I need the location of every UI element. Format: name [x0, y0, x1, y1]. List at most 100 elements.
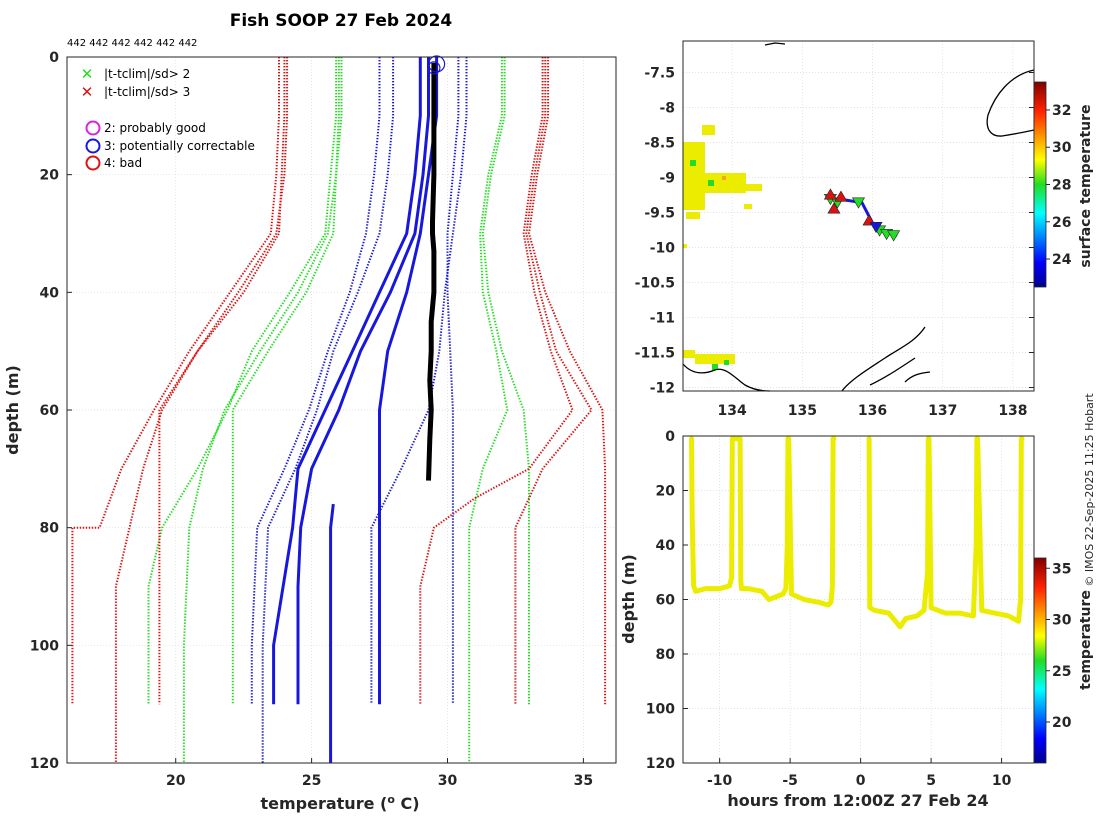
profile-series-line — [114, 57, 289, 763]
y-tick-label: 20 — [40, 168, 60, 184]
sst-patch — [698, 173, 746, 193]
y-tick-label: 80 — [656, 647, 676, 663]
map-colorbar-label: surface temperature — [1078, 104, 1094, 267]
counts-label: 442 442 442 442 442 442 — [67, 38, 197, 49]
y-tick-label: 60 — [656, 593, 676, 609]
x-tick-label: 20 — [166, 773, 186, 789]
legend-marker-circle-magenta — [85, 120, 101, 136]
sst-patch — [712, 364, 718, 370]
sst-patch — [746, 184, 762, 191]
y-tick-label: 120 — [30, 756, 59, 772]
colorbar-tick-label: 32 — [1052, 103, 1071, 119]
sst-patches — [683, 125, 762, 370]
legend-item-label: 4: bad — [104, 156, 142, 170]
legend: ✕ |t-tclim|/sd> 2 ✕ |t-tclim|/sd> 3 2: p… — [81, 65, 255, 171]
depth-series-line — [689, 436, 837, 608]
profile-series-line — [272, 57, 422, 705]
sst-patch — [683, 244, 687, 248]
map-lat-tick-label: -11.5 — [635, 346, 675, 362]
timeseries-ylabel: depth (m) — [619, 554, 638, 644]
profile-series-line — [231, 57, 340, 705]
profile-series-line — [182, 57, 343, 763]
map-colorbar — [1033, 81, 1047, 288]
profile-series-line — [147, 57, 338, 705]
y-tick-label: 60 — [40, 403, 60, 419]
sst-patch — [695, 354, 735, 364]
profile-series-line — [514, 57, 593, 705]
sst-patch — [702, 125, 715, 135]
colorbar-tick-label: 24 — [1052, 252, 1072, 268]
profile-series-line — [296, 57, 430, 705]
colorbar-tick-label: 30 — [1052, 140, 1072, 156]
track-marker — [887, 230, 901, 242]
map-lat-tick-label: -9.5 — [644, 206, 675, 222]
sst-patch — [683, 350, 695, 358]
figure-title: Fish SOOP 27 Feb 2024 — [230, 11, 453, 31]
timeseries-colorbar-label: temperature — [1078, 590, 1094, 690]
x-tick-label: 25 — [302, 773, 321, 789]
y-tick-label: 40 — [40, 285, 60, 301]
depth-series-line — [866, 436, 1025, 630]
profile-series-line — [419, 57, 574, 705]
colorbar-tick-label: 25 — [1052, 664, 1071, 680]
map-lat-tick-label: -7.5 — [644, 66, 675, 82]
colorbar-tick-label: 26 — [1052, 215, 1071, 231]
timeseries-colorbar — [1033, 557, 1047, 764]
profile-series-line — [468, 57, 509, 763]
map-lon-tick-label: 138 — [998, 403, 1027, 419]
map-lat-tick-label: -8 — [659, 101, 675, 117]
sst-patch — [690, 160, 696, 166]
x-tick-label: 30 — [438, 773, 458, 789]
track-marker — [823, 188, 837, 200]
map-lat-tick-label: -10.5 — [635, 276, 675, 292]
profile-series-line — [370, 57, 468, 705]
map-lon-tick-label: 135 — [788, 403, 817, 419]
legend-marker-x-red: ✕ — [81, 83, 94, 101]
legend-marker-circle-blue — [85, 138, 101, 154]
profile-xlabel: temperature (o C) — [260, 793, 419, 813]
x-tick-label: -10 — [707, 773, 733, 789]
timeseries-xlabel: hours from 12:00Z 27 Feb 24 — [727, 791, 988, 810]
credit-label: © IMOS 22-Sep-2025 11:25 Hobart — [1083, 393, 1096, 587]
sst-patch — [686, 212, 700, 219]
profile-series-line — [261, 57, 395, 763]
y-tick-label: 100 — [646, 702, 675, 718]
legend-marker-circle-red — [85, 155, 101, 171]
track-marker — [834, 190, 848, 202]
y-tick-label: 0 — [49, 50, 59, 66]
qc-flag-marker — [427, 61, 441, 75]
profile-series-line — [426, 62, 437, 481]
sst-patch — [724, 360, 729, 365]
profile-series-line — [329, 503, 335, 763]
colorbar-tick-label: 35 — [1052, 561, 1071, 577]
x-tick-label: 35 — [574, 773, 593, 789]
coastline-segment — [841, 326, 926, 392]
map-lon-tick-label: 136 — [858, 403, 887, 419]
y-tick-label: 20 — [656, 484, 676, 500]
map-lat-tick-label: -8.5 — [644, 136, 675, 152]
profile-series-line — [158, 57, 286, 705]
profile-series-line — [528, 57, 607, 705]
track-marker — [827, 202, 841, 214]
x-tick-label: 0 — [856, 773, 866, 789]
colorbar-tick-label: 30 — [1052, 613, 1072, 629]
map-lon-tick-label: 134 — [718, 403, 747, 419]
coastline-segment — [986, 69, 1035, 137]
map-lat-tick-label: -11 — [650, 311, 675, 327]
y-tick-label: 120 — [646, 756, 675, 772]
legend-item-label: |t-tclim|/sd> 3 — [104, 85, 190, 99]
x-tick-label: 10 — [992, 773, 1012, 789]
colorbar-tick-label: 28 — [1052, 178, 1071, 194]
map-panel: 134 135 136 137 138 -7.5 -8 -8.5 -9 -9.5 -10 -10.5 -… — [635, 40, 1094, 419]
profile-series-line — [481, 57, 530, 705]
coastline-segment — [869, 357, 916, 386]
coastline-segment — [682, 363, 771, 392]
legend-item-label: |t-tclim|/sd> 2 — [104, 67, 190, 81]
sst-patch — [722, 176, 726, 180]
y-tick-label: 0 — [665, 429, 675, 445]
map-plot-area — [683, 41, 1034, 391]
colorbar-tick-label: 20 — [1052, 715, 1072, 731]
profile-series-line — [250, 57, 381, 705]
